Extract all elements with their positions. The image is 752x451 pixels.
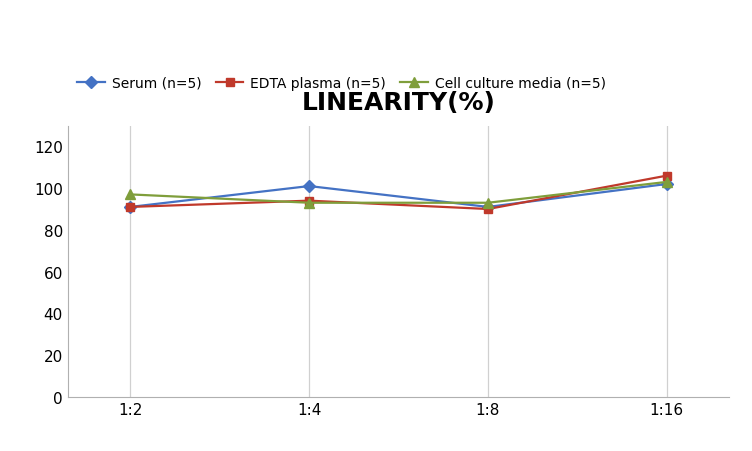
Cell culture media (n=5) [305, 201, 314, 206]
EDTA plasma (n=5) [305, 198, 314, 204]
Cell culture media (n=5) [663, 180, 672, 185]
Title: LINEARITY(%): LINEARITY(%) [302, 91, 496, 115]
Serum (n=5) [126, 205, 135, 210]
Line: EDTA plasma (n=5): EDTA plasma (n=5) [126, 172, 671, 214]
Cell culture media (n=5) [126, 192, 135, 198]
EDTA plasma (n=5) [663, 174, 672, 179]
Serum (n=5) [484, 205, 493, 210]
Cell culture media (n=5) [484, 201, 493, 206]
Line: Cell culture media (n=5): Cell culture media (n=5) [126, 178, 672, 208]
Serum (n=5) [305, 184, 314, 189]
EDTA plasma (n=5) [484, 207, 493, 212]
Legend: Serum (n=5), EDTA plasma (n=5), Cell culture media (n=5): Serum (n=5), EDTA plasma (n=5), Cell cul… [74, 74, 608, 93]
Serum (n=5) [663, 182, 672, 187]
Line: Serum (n=5): Serum (n=5) [126, 180, 671, 212]
EDTA plasma (n=5) [126, 205, 135, 210]
